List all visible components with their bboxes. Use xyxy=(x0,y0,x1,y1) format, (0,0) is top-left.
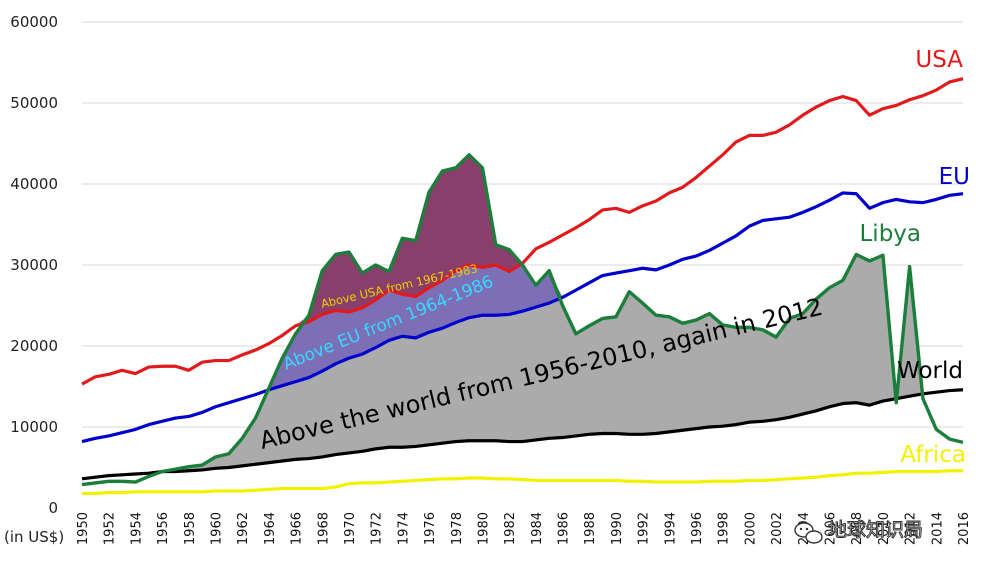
x-tick-label: 2012 xyxy=(904,512,919,545)
series-lines xyxy=(81,77,964,496)
y-tick-labels: 0 10000 20000 30000 40000 50000 60000 xyxy=(10,13,58,517)
series-labels: Africa World EU USA Libya xyxy=(859,47,970,468)
x-tick-label: 1980 xyxy=(476,512,491,545)
y-tick-label: 60000 xyxy=(10,13,58,31)
x-tick-label: 1950 xyxy=(76,512,91,545)
x-tick-label: 1984 xyxy=(530,512,545,545)
area-above-eu xyxy=(82,154,963,442)
x-tick-label: 2000 xyxy=(743,512,758,545)
x-tick-label: 1982 xyxy=(503,512,518,545)
x-tick-label: 1958 xyxy=(183,512,198,545)
area-above-world xyxy=(82,154,963,479)
x-tick-label: 1964 xyxy=(263,512,278,545)
x-tick-label: 1978 xyxy=(450,512,465,545)
line-eu xyxy=(81,191,964,444)
x-tick-label: 2010 xyxy=(877,512,892,545)
x-tick-label: 1970 xyxy=(343,512,358,545)
x-tick-label: 1992 xyxy=(637,512,652,545)
x-tick-label: 1998 xyxy=(717,512,732,545)
x-tick-label: 2014 xyxy=(930,512,945,545)
y-tick-label: 0 xyxy=(48,499,58,517)
x-tick-label: 2016 xyxy=(957,512,972,545)
y-tick-label: 30000 xyxy=(10,256,58,274)
series-label-africa: Africa xyxy=(900,442,966,468)
x-tick-label: 1954 xyxy=(129,512,144,545)
line-africa xyxy=(82,469,963,496)
series-label-usa: USA xyxy=(915,47,963,73)
x-tick-label: 2002 xyxy=(770,512,785,545)
x-tick-label: 2006 xyxy=(824,512,839,545)
x-tick-label: 2008 xyxy=(850,512,865,545)
watermark: 地球知识局 xyxy=(794,519,924,544)
y-tick-label: 50000 xyxy=(10,94,58,112)
x-tick-label: 1960 xyxy=(209,512,224,545)
x-tick-labels: 1950 1952 1954 1956 1958 1960 1962 1964 1966 1968… xyxy=(76,512,972,545)
y-tick-label: 10000 xyxy=(10,418,58,436)
x-tick-label: 1990 xyxy=(610,512,625,545)
series-label-libya: Libya xyxy=(859,221,921,247)
y-tick-label: 20000 xyxy=(10,337,58,355)
x-tick-label: 1962 xyxy=(236,512,251,545)
x-tick-label: 1952 xyxy=(103,512,118,545)
x-tick-label: 1976 xyxy=(423,512,438,545)
line-world xyxy=(81,388,964,481)
x-tick-label: 1994 xyxy=(663,512,678,545)
wechat-icon xyxy=(794,522,823,544)
line-libya xyxy=(81,153,964,487)
series-label-world: World xyxy=(897,358,963,384)
series-label-eu: EU xyxy=(939,164,970,190)
y-axis-unit-label: (in US$) xyxy=(4,528,64,546)
x-tick-label: 1974 xyxy=(396,512,411,545)
y-tick-label: 40000 xyxy=(10,175,58,193)
x-tick-label: 1988 xyxy=(583,512,598,545)
x-tick-label: 1956 xyxy=(156,512,171,545)
x-tick-label: 1966 xyxy=(290,512,305,545)
x-tick-label: 1972 xyxy=(370,512,385,545)
x-tick-label: 1986 xyxy=(557,512,572,545)
shaded-areas xyxy=(82,78,963,479)
x-tick-label: 1996 xyxy=(690,512,705,545)
x-tick-label: 1968 xyxy=(316,512,331,545)
watermark-text: 地球知识局 xyxy=(828,519,923,541)
